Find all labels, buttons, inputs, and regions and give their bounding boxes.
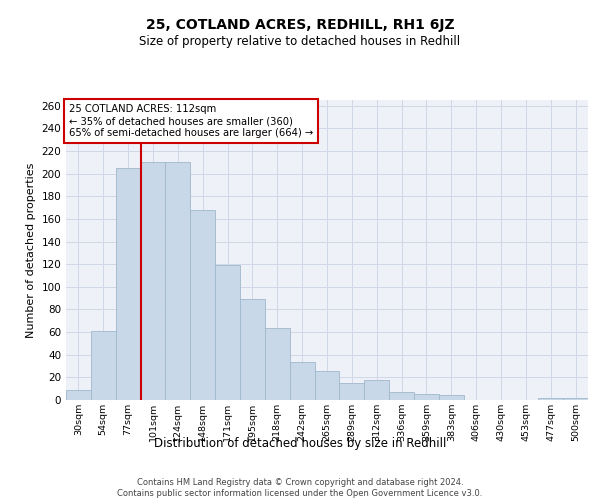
Bar	[414, 394, 439, 400]
Bar	[314, 370, 340, 400]
Text: Size of property relative to detached houses in Redhill: Size of property relative to detached ho…	[139, 35, 461, 48]
Bar	[265, 328, 290, 400]
Bar	[66, 390, 91, 400]
Bar	[240, 299, 265, 400]
Bar	[340, 383, 364, 400]
Text: Contains HM Land Registry data © Crown copyright and database right 2024.
Contai: Contains HM Land Registry data © Crown c…	[118, 478, 482, 498]
Text: 25 COTLAND ACRES: 112sqm
← 35% of detached houses are smaller (360)
65% of semi-: 25 COTLAND ACRES: 112sqm ← 35% of detach…	[68, 104, 313, 138]
Bar	[364, 380, 389, 400]
Text: Distribution of detached houses by size in Redhill: Distribution of detached houses by size …	[154, 438, 446, 450]
Bar	[190, 210, 215, 400]
Bar	[140, 162, 166, 400]
Bar	[389, 392, 414, 400]
Bar	[91, 331, 116, 400]
Bar	[166, 162, 190, 400]
Bar	[290, 362, 314, 400]
Y-axis label: Number of detached properties: Number of detached properties	[26, 162, 36, 338]
Bar	[563, 398, 588, 400]
Bar	[439, 396, 464, 400]
Bar	[215, 266, 240, 400]
Bar	[116, 168, 140, 400]
Text: 25, COTLAND ACRES, REDHILL, RH1 6JZ: 25, COTLAND ACRES, REDHILL, RH1 6JZ	[146, 18, 454, 32]
Bar	[538, 398, 563, 400]
